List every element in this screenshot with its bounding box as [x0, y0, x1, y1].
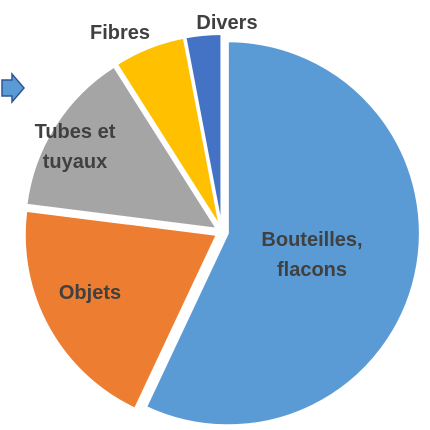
pie-slice — [115, 36, 221, 227]
pie-slice — [144, 40, 421, 427]
slice-label: Divers — [196, 12, 258, 34]
slice-label: Fibres — [89, 22, 151, 44]
pie-slice — [184, 33, 223, 227]
slice-label: Objets — [58, 282, 122, 304]
arrow-icon — [1, 71, 25, 105]
slice-label: Bouteilles, flacons — [261, 229, 363, 281]
slice-label: Tubes et tuyaux — [34, 121, 116, 173]
pie-slice — [25, 65, 219, 231]
pie-slice — [23, 209, 219, 410]
